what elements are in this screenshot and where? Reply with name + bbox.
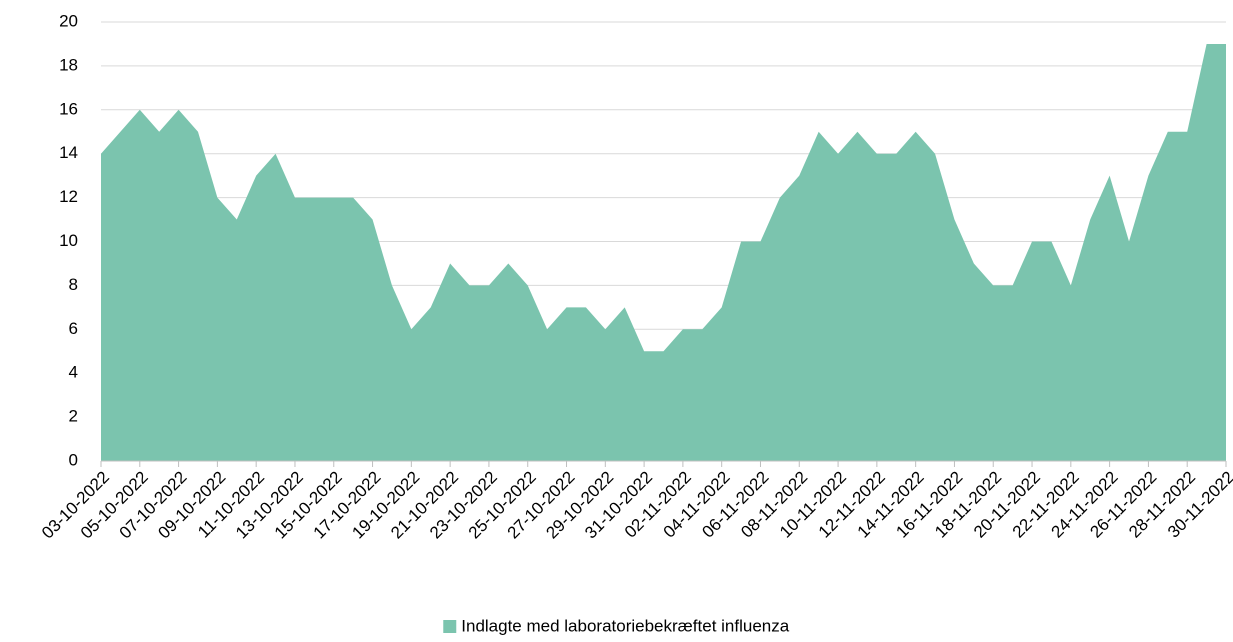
y-tick-label: 2 bbox=[69, 407, 78, 426]
legend-label: Indlagte med laboratoriebekræftet influe… bbox=[461, 616, 789, 635]
y-tick-label: 14 bbox=[59, 143, 78, 162]
y-tick-label: 18 bbox=[59, 55, 78, 74]
y-tick-label: 12 bbox=[59, 187, 78, 206]
area bbox=[101, 43, 1226, 461]
y-tick-label: 16 bbox=[59, 99, 78, 118]
y-tick-label: 10 bbox=[59, 231, 78, 250]
y-tick-label: 4 bbox=[69, 363, 78, 382]
y-tick-label: 0 bbox=[69, 450, 78, 469]
legend: Indlagte med laboratoriebekræftet influe… bbox=[443, 616, 790, 635]
legend-swatch bbox=[443, 620, 457, 633]
y-tick-label: 8 bbox=[69, 275, 78, 294]
y-tick-label: 20 bbox=[59, 11, 78, 30]
y-tick-label: 6 bbox=[69, 319, 78, 338]
